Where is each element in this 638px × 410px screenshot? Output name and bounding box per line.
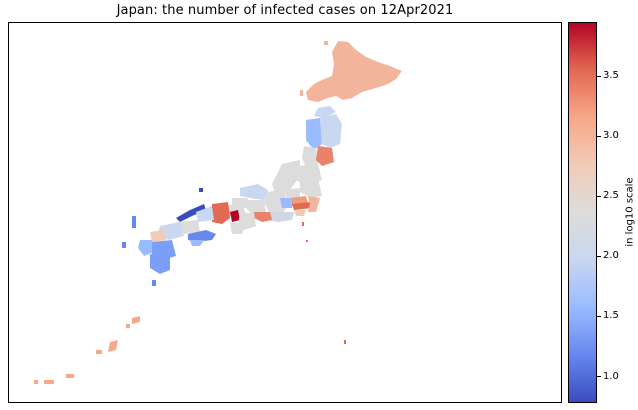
region-iwate (320, 114, 342, 148)
colorbar (568, 22, 597, 403)
region-okinawa-1 (132, 316, 140, 324)
region-rishiri (324, 41, 328, 45)
region-hyogo (212, 202, 230, 224)
region-okinawa-3 (108, 340, 118, 352)
region-tochigi-ibaraki (300, 178, 322, 198)
region-gifu (246, 200, 266, 214)
map-title: Japan: the number of infected cases on 1… (116, 3, 454, 18)
region-gunma (284, 188, 300, 200)
region-fukuoka (150, 230, 166, 242)
colorbar-tick-label: 3.5 (603, 70, 619, 82)
colorbar-tick-label: 2.0 (603, 250, 619, 262)
colorbar-tick-label: 1.0 (603, 370, 619, 382)
map-panel (8, 22, 562, 403)
colorbar-tick-mark (597, 376, 601, 378)
region-miyazaki-kagoshima (150, 254, 170, 274)
region-okinawa-4 (96, 350, 102, 354)
region-wakayama (230, 222, 246, 234)
region-okinawa-5 (66, 374, 74, 378)
region-okayama (196, 206, 214, 222)
colorbar-label: in log10 scale (624, 177, 636, 247)
colorbar-tick-mark (597, 75, 601, 77)
region-izu-1 (302, 222, 304, 226)
region-tottori (176, 204, 206, 222)
region-okinawa-2 (126, 324, 130, 328)
colorbar-tick-label: 3.0 (603, 130, 619, 142)
region-shizuoka (268, 212, 294, 222)
colorbar-tick-label: 2.5 (603, 190, 619, 202)
region-akita (306, 118, 322, 150)
region-hiroshima (178, 220, 200, 234)
region-okinawa-6 (44, 380, 54, 384)
region-hokkaido (306, 41, 402, 102)
region-tsushima (122, 242, 126, 248)
region-kanagawa (294, 210, 306, 216)
region-aichi (254, 212, 272, 222)
region-goto (132, 216, 136, 228)
colorbar-tick-mark (597, 135, 601, 137)
colorbar-tick-mark (597, 255, 601, 257)
japan-choropleth-map (34, 41, 402, 384)
region-aomori (314, 106, 336, 118)
region-nagano (264, 190, 288, 216)
colorbar-tick-label: 1.5 (603, 310, 619, 322)
colorbar-tick-mark (597, 195, 601, 197)
region-izu-2 (306, 240, 308, 242)
region-shikoku-south (190, 240, 204, 246)
region-tokyo (292, 202, 312, 210)
region-amami (152, 280, 156, 286)
region-osaka (230, 210, 240, 222)
region-saga-nagasaki (138, 240, 154, 256)
region-bonin (344, 340, 346, 344)
region-yamanashi (280, 198, 292, 208)
region-toyama-ishikawa (240, 184, 268, 200)
region-okushiri (300, 90, 303, 96)
region-niigata (272, 160, 300, 196)
region-okinawa-7 (34, 380, 38, 384)
region-miyagi (316, 146, 334, 166)
region-shikoku-north (188, 230, 216, 242)
region-chiba (308, 196, 320, 212)
region-oki (199, 188, 203, 192)
region-yamagata (302, 146, 318, 168)
colorbar-tick-mark (597, 315, 601, 317)
